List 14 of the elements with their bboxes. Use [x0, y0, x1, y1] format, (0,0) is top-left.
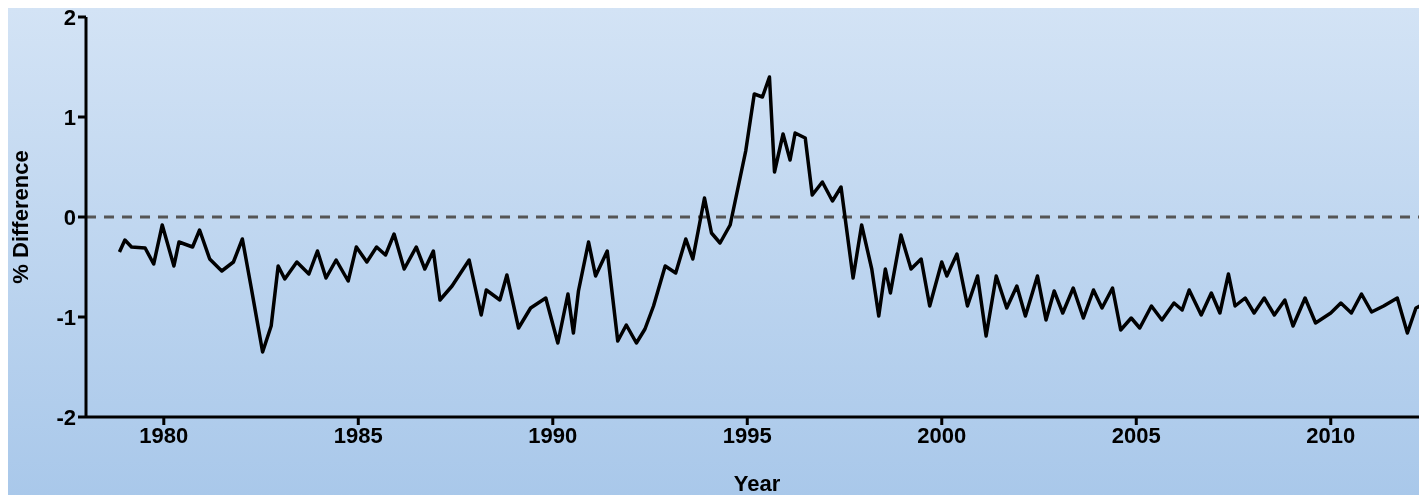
x-tick-label: 1995: [722, 422, 772, 448]
y-axis-title: % Difference: [7, 150, 33, 284]
y-tick-label: 2: [63, 4, 76, 30]
x-tick-label: 2010: [1306, 422, 1356, 448]
x-tick-label: 2005: [1111, 422, 1161, 448]
x-tick-label: 1985: [333, 422, 383, 448]
y-tick-label: 0: [63, 204, 76, 230]
x-tick-label: 2000: [917, 422, 967, 448]
x-tick-label: 1980: [139, 422, 189, 448]
x-tick-label: 1990: [528, 422, 578, 448]
y-tick-label: 1: [63, 104, 76, 130]
y-tick-label: -1: [56, 304, 76, 330]
x-axis-title: Year: [733, 471, 781, 496]
y-tick-label: -2: [56, 404, 76, 430]
